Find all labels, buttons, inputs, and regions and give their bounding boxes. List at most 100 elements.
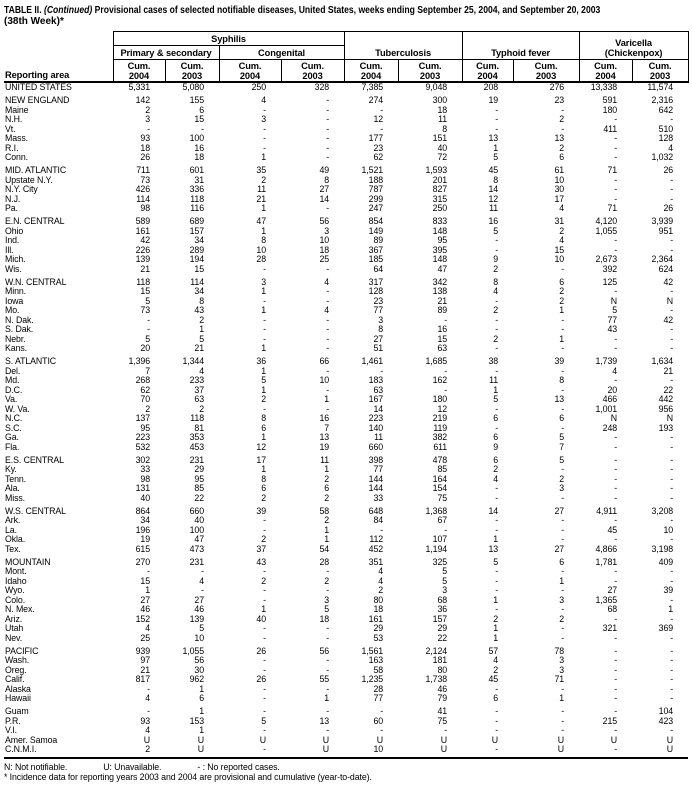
value-cell: 1	[261, 365, 266, 376]
value-cell: 71	[607, 165, 618, 175]
value-cell: -	[670, 664, 674, 675]
value-cell: 787	[368, 184, 384, 194]
value-cell: -	[614, 645, 618, 656]
footnote-not-notifiable: N: Not notifiable.	[4, 761, 68, 772]
value-cell: 27	[194, 594, 204, 605]
table-row: Oreg. 21 30 - - 58 80 2 3 - -	[4, 664, 688, 676]
value-cell: -	[201, 585, 204, 595]
value-cell: -	[326, 123, 330, 134]
value-cell: -	[561, 104, 565, 115]
value-cell: -	[670, 534, 674, 544]
value-cell: 247	[368, 203, 384, 213]
value-cell: 2,673	[595, 254, 618, 264]
value-cell: 1	[261, 343, 266, 353]
value-cell: 615	[135, 543, 150, 554]
value-cell: 107	[432, 534, 448, 544]
value-cell: -	[444, 384, 448, 395]
value-cell: 611	[433, 441, 448, 452]
value-cell: -	[614, 454, 618, 465]
table-row: Maine 2 6 - - - 18 - - 180 642	[4, 104, 688, 116]
value-cell: 1	[324, 524, 330, 535]
value-cell: -	[263, 566, 266, 576]
table-row: Miss. 40 22 2 2 33 75- - - -	[4, 492, 688, 504]
value-cell: 2	[324, 473, 330, 484]
value-cell: 196	[135, 524, 150, 535]
value-cell: 162	[432, 375, 448, 385]
value-cell: 442	[658, 394, 674, 404]
reporting-area-cell: Conn.	[5, 152, 28, 162]
value-cell: 42	[140, 235, 150, 245]
value-cell: 188	[368, 174, 384, 185]
value-cell: 325	[432, 556, 448, 567]
value-cell: 131	[135, 483, 150, 493]
value-cell: -	[561, 422, 565, 433]
value-cell: 6	[559, 152, 565, 162]
table-row: Ill. 226 289 10 18 367 395 - 15 - -	[4, 244, 688, 256]
reporting-area-cell: Mo.	[5, 305, 20, 315]
value-cell: 1,032	[651, 152, 674, 162]
table-row: Utah 4 5 - - 29 29 1 - 321 369	[4, 623, 688, 634]
value-cell: 15	[437, 333, 448, 344]
value-cell: 231	[189, 556, 204, 567]
value-cell: -	[495, 235, 499, 245]
value-cell: -	[495, 566, 499, 576]
value-cell: 660	[368, 441, 384, 452]
reporting-area-cell: Calif.	[5, 674, 25, 684]
value-cell: 223	[368, 413, 384, 423]
table-row: Calif. 817 962 26 55 1,235 1,738 45 71 - -	[4, 674, 688, 685]
value-cell: 342	[432, 276, 448, 287]
header-row-cum: Cum. 2004 Cum. 2003 Cum. 2004 Cum. 2003 Cum.…	[4, 59, 689, 83]
value-cell: 46	[194, 604, 204, 614]
value-cell: -	[614, 515, 618, 525]
value-cell: 3	[261, 276, 266, 287]
value-cell: 77	[607, 314, 618, 325]
value-cell: 1	[261, 432, 266, 442]
value-cell: 13	[488, 543, 499, 554]
value-cell: 75	[437, 492, 448, 503]
value-cell: -	[495, 295, 499, 306]
value-cell: -	[561, 403, 565, 414]
value-cell: -	[263, 655, 266, 665]
notifiable-diseases-table: Reporting area Syphilis Tuberculosis Typ…	[4, 31, 689, 755]
value-cell: 833	[432, 216, 448, 226]
value-cell: 1	[145, 585, 150, 595]
reporting-area-cell: S.C.	[5, 422, 22, 433]
reporting-area-cell: Ill.	[5, 244, 14, 255]
value-cell: 63	[194, 394, 204, 404]
value-cell: -	[263, 333, 266, 344]
value-cell: 98	[140, 203, 150, 213]
value-cell: 1,685	[425, 356, 448, 366]
value-cell: -	[561, 384, 565, 395]
value-cell: 201	[432, 174, 448, 185]
value-cell: -	[561, 566, 565, 576]
value-cell: -	[614, 655, 618, 665]
value-cell: -	[147, 683, 150, 694]
value-cell: 2	[378, 585, 384, 595]
value-cell: 13	[488, 133, 499, 143]
value-cell: U	[376, 734, 384, 745]
value-cell: 409	[658, 556, 674, 567]
table-row: NEW ENGLAND 142 155 4 - 274 300 19 23 591 2,316	[4, 95, 688, 106]
value-cell: -	[495, 114, 499, 124]
value-cell: 157	[432, 613, 448, 624]
value-cell: 3	[442, 585, 448, 595]
value-cell: 177	[368, 133, 384, 143]
value-cell: 56	[319, 216, 330, 226]
value-cell: 3	[145, 114, 150, 124]
value-cell: -	[670, 333, 674, 344]
reporting-area-cell: Ohio	[5, 225, 24, 236]
table-row: Nev. 25 10 - - 53 22 1 - - -	[4, 633, 688, 644]
value-cell: 8	[559, 375, 565, 385]
value-cell: 2	[559, 613, 565, 624]
value-cell: 321	[602, 623, 618, 633]
table-row: Alaska - 1 - - 28 46 - - - -	[4, 683, 688, 695]
value-cell: 46	[140, 604, 150, 614]
value-cell: 13	[554, 394, 565, 404]
value-cell: 73	[140, 305, 150, 315]
value-cell: 6	[493, 454, 499, 465]
value-cell: 37	[256, 543, 266, 554]
value-cell: -	[561, 715, 565, 726]
value-cell: 11	[374, 432, 384, 442]
value-cell: 315	[432, 193, 448, 204]
table-row: W. Va. 2 2 - - 14 12 - - 1,001 956	[4, 403, 688, 415]
